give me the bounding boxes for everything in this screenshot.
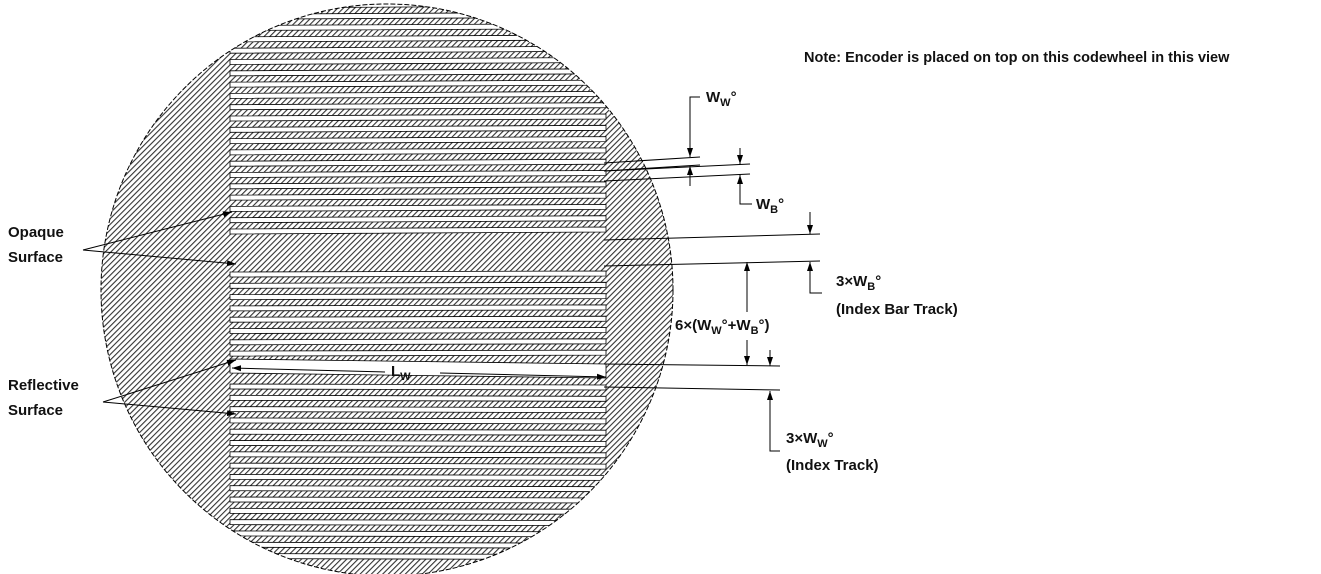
- ww-label: WW°: [706, 89, 737, 109]
- index-track-label: (Index Track): [786, 457, 879, 474]
- reflective-slot: [229, 102, 607, 111]
- reflective-leader-1: [102, 359, 237, 403]
- reflective-slot: [229, 226, 607, 235]
- period-ext-2: [603, 386, 781, 391]
- reflective-leader-2: [102, 401, 237, 417]
- reflective-slot: [229, 440, 607, 447]
- lw-arrow-right: [439, 372, 607, 380]
- reflective-slot: [229, 304, 607, 312]
- reflective-slot: [229, 417, 607, 425]
- codewheel: [100, 3, 674, 574]
- wb-ext-1: [603, 163, 751, 172]
- index-label: 3×WW°: [786, 430, 834, 450]
- reflective-slot: [229, 147, 607, 156]
- reflective-slot: [213, 11, 607, 20]
- index-window: [229, 358, 607, 379]
- reflective-slot: [229, 451, 607, 459]
- reflective-slot: [213, 541, 607, 549]
- reflective-slot: [229, 203, 607, 212]
- lw-arrow-left: [231, 365, 386, 373]
- reflective-slot: [229, 293, 607, 301]
- reflective-slot: [229, 158, 607, 167]
- reflective-slot: [213, 4, 607, 9]
- reflective-slot: [229, 462, 607, 470]
- reflective-slot: [229, 338, 607, 346]
- reflective-slot: [229, 315, 607, 323]
- opaque-leader-2: [82, 249, 237, 267]
- reflective-slot: [229, 192, 607, 201]
- ibt-ext-1: [603, 233, 821, 241]
- ibt-leader: [809, 282, 822, 294]
- reflective-slot: [229, 383, 607, 391]
- opaque-label-line1: Opaque: [8, 224, 64, 241]
- reflective-slot: [213, 553, 607, 560]
- index-bar-label: 3×WB°: [836, 273, 881, 293]
- reflective-slot: [229, 496, 607, 504]
- reflective-label-line2: Surface: [8, 402, 63, 419]
- reflective-slot: [213, 23, 607, 32]
- reflective-slot: [229, 394, 607, 402]
- reflective-slot: [229, 281, 607, 289]
- reflective-slot: [229, 170, 607, 178]
- reflective-slot: [229, 428, 607, 436]
- reflective-slot: [229, 349, 607, 357]
- ibt-ext-2: [603, 260, 821, 267]
- reflective-slot: [229, 113, 607, 122]
- ww-leader: [689, 96, 700, 122]
- reflective-slot: [229, 485, 607, 493]
- opaque-leader-1: [82, 211, 233, 251]
- reflective-slot: [229, 124, 607, 133]
- index-bar-track-label: (Index Bar Track): [836, 301, 958, 318]
- reflective-slot: [229, 215, 607, 224]
- wb-label: WB°: [756, 196, 784, 216]
- reflective-label-line1: Reflective: [8, 377, 79, 394]
- period-ext-1: [603, 363, 781, 367]
- reflective-slot: [229, 270, 607, 278]
- disc-outline: [100, 3, 674, 574]
- ww-ext-1: [603, 156, 701, 164]
- it-leader: [769, 408, 780, 452]
- labels: Note: Encoder is placed on top on this c…: [8, 50, 1230, 474]
- reflective-slot: [229, 136, 607, 145]
- leaders: [82, 96, 822, 452]
- reflective-slot: [229, 473, 607, 481]
- period-label: 6×(WW°+WB°): [675, 317, 770, 337]
- wb-leader: [739, 188, 752, 205]
- reflective-slot: [229, 530, 607, 538]
- reflective-slot: [229, 181, 607, 190]
- opaque-label-line2: Surface: [8, 249, 63, 266]
- reflective-slot: [229, 406, 607, 414]
- lw-label: LW: [391, 363, 411, 383]
- wb-ext-2: [603, 173, 751, 182]
- note-text: Note: Encoder is placed on top on this c…: [804, 50, 1230, 66]
- reflective-slot: [229, 327, 607, 334]
- reflective-slot: [229, 507, 607, 515]
